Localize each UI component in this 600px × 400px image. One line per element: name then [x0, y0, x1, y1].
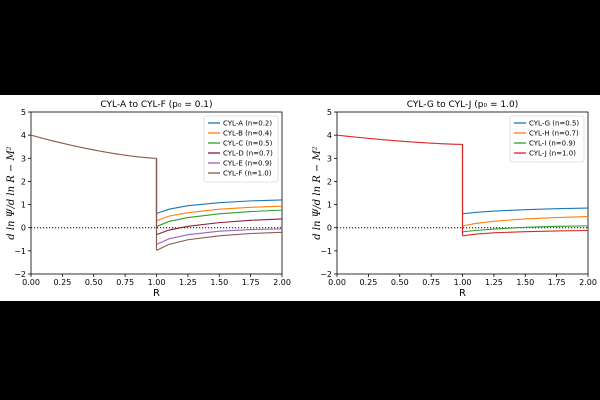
y-tick-label: 5 — [21, 108, 26, 117]
chart-panel-1: 0.00 0.25 0.50 0.75 1.00 1.25 1.50 1.75 2.00 −2 −1… — [6, 100, 291, 299]
chart-figure: 0.00 0.25 0.50 0.75 1.00 1.25 1.50 1.75 2.00 −2 −1… — [6, 100, 597, 299]
series-line-3 — [462, 225, 588, 233]
x-tick-label: 2.00 — [579, 278, 597, 287]
legend-label: CYL-H (n=0.7) — [529, 130, 579, 138]
legend-label: CYL-A (n=0.2) — [223, 120, 272, 128]
inner-series-line — [337, 134, 463, 145]
legend-box — [203, 115, 279, 183]
y-tick-label: −1 — [320, 247, 332, 256]
y-axis-label: d ln Ψ/d ln R − M² — [6, 146, 17, 239]
legend-box — [509, 115, 585, 163]
x-tick-label: 1.75 — [242, 278, 260, 287]
series-line-4 — [156, 218, 282, 236]
chart-panel-2: 0.00 0.25 0.50 0.75 1.00 1.25 1.50 1.75 2.00 −2 −1… — [312, 100, 597, 299]
y-tick-label: −1 — [14, 247, 26, 256]
legend-label: CYL-J (n=1.0) — [529, 150, 576, 158]
y-tick-label: 1 — [327, 201, 332, 210]
x-tick-label: 1.50 — [516, 278, 534, 287]
legend-label: CYL-B (n=0.4) — [223, 130, 272, 138]
y-tick-label: 5 — [327, 108, 332, 117]
legend-label: CYL-C (n=0.5) — [223, 140, 273, 148]
y-tick-label: 2 — [21, 177, 26, 186]
y-tick-label: 0 — [21, 224, 26, 233]
y-tick-label: 4 — [327, 131, 332, 140]
series-line-4 — [462, 229, 588, 237]
chart-title: CYL-G to CYL-J (p₀ = 1.0) — [407, 100, 518, 110]
legend-label: CYL-F (n=1.0) — [223, 170, 272, 178]
x-tick-label: 1.00 — [454, 278, 472, 287]
series-line-3 — [156, 209, 282, 228]
x-tick-label: 1.75 — [548, 278, 566, 287]
y-tick-label: 0 — [327, 224, 332, 233]
legend-label: CYL-G (n=0.5) — [529, 120, 579, 128]
x-tick-label: 0.00 — [328, 278, 346, 287]
legend: CYL-A (n=0.2) CYL-B (n=0.4) CYL-C (n=0.5) C… — [203, 115, 279, 183]
series-line-2 — [156, 205, 282, 222]
x-tick-label: 2.00 — [273, 278, 291, 287]
y-tick-label: 4 — [21, 131, 26, 140]
inner-series-line — [31, 134, 157, 159]
series-line-6 — [156, 231, 282, 251]
x-tick-label: 1.50 — [210, 278, 228, 287]
y-tick-label: −2 — [320, 270, 332, 279]
x-tick-label: 0.50 — [391, 278, 409, 287]
series-line-1 — [156, 199, 282, 214]
y-tick-label: 1 — [21, 201, 26, 210]
x-tick-label: 1.25 — [485, 278, 503, 287]
y-tick-label: 3 — [21, 154, 26, 163]
legend-label: CYL-D (n=0.7) — [223, 150, 273, 158]
x-axis-label: R — [459, 288, 466, 299]
y-tick-label: 3 — [327, 154, 332, 163]
x-tick-label: 0.75 — [116, 278, 134, 287]
y-tick-label: 2 — [327, 177, 332, 186]
legend: CYL-G (n=0.5) CYL-H (n=0.7) CYL-I (n=0.9) C… — [509, 115, 585, 163]
series-line-1 — [462, 207, 588, 215]
x-tick-label: 0.00 — [22, 278, 40, 287]
x-tick-label: 0.25 — [359, 278, 377, 287]
x-tick-label: 1.25 — [179, 278, 197, 287]
y-tick-label: −2 — [14, 270, 26, 279]
series-line-2 — [462, 216, 588, 227]
x-tick-label: 0.25 — [53, 278, 71, 287]
x-tick-label: 0.50 — [85, 278, 103, 287]
figure: 0.00 0.25 0.50 0.75 1.00 1.25 1.50 1.75 2.00 −2 −1… — [0, 95, 600, 301]
legend-label: CYL-E (n=0.9) — [223, 160, 272, 168]
x-tick-label: 0.75 — [422, 278, 440, 287]
series-line-5 — [156, 228, 282, 245]
x-tick-label: 1.00 — [148, 278, 166, 287]
legend-label: CYL-I (n=0.9) — [529, 140, 576, 148]
x-axis-label: R — [153, 288, 160, 299]
chart-title: CYL-A to CYL-F (p₀ = 0.1) — [100, 100, 212, 110]
y-axis-label: d ln Ψ/d ln R − M² — [312, 146, 323, 239]
